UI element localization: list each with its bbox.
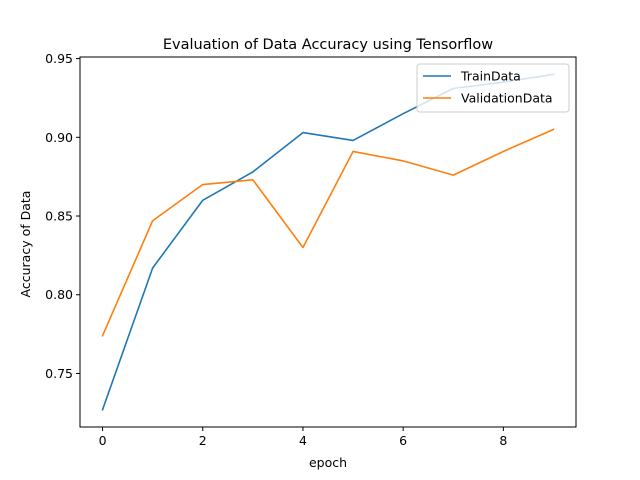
y-axis-label: Accuracy of Data bbox=[18, 191, 33, 298]
axes-layer: 0 2 4 6 8 0.75 0.80 0.85 0.90 0.95 bbox=[45, 51, 577, 448]
series-line-validationdata bbox=[101, 128, 555, 337]
x-axis-label: epoch bbox=[309, 455, 347, 470]
x-tick-label: 0 bbox=[99, 433, 107, 448]
series-layer bbox=[101, 73, 555, 411]
legend: TrainData ValidationData bbox=[416, 63, 570, 113]
x-tick-label: 2 bbox=[199, 433, 207, 448]
y-tick-label: 0.80 bbox=[45, 287, 73, 302]
y-tick-label: 0.90 bbox=[45, 130, 73, 145]
x-tick-label: 8 bbox=[499, 433, 507, 448]
legend-label-validationdata: ValidationData bbox=[461, 91, 553, 106]
legend-label-traindata: TrainData bbox=[460, 69, 521, 84]
y-tick-label: 0.95 bbox=[45, 51, 73, 66]
y-tick-label: 0.75 bbox=[45, 366, 73, 381]
chart-title: Evaluation of Data Accuracy using Tensor… bbox=[163, 37, 493, 53]
x-tick-label: 4 bbox=[299, 433, 307, 448]
x-tick-label: 6 bbox=[399, 433, 407, 448]
legend-box bbox=[416, 63, 570, 113]
series-line-traindata bbox=[101, 73, 555, 411]
y-tick-label: 0.85 bbox=[45, 209, 73, 224]
axes-frame bbox=[79, 56, 577, 428]
